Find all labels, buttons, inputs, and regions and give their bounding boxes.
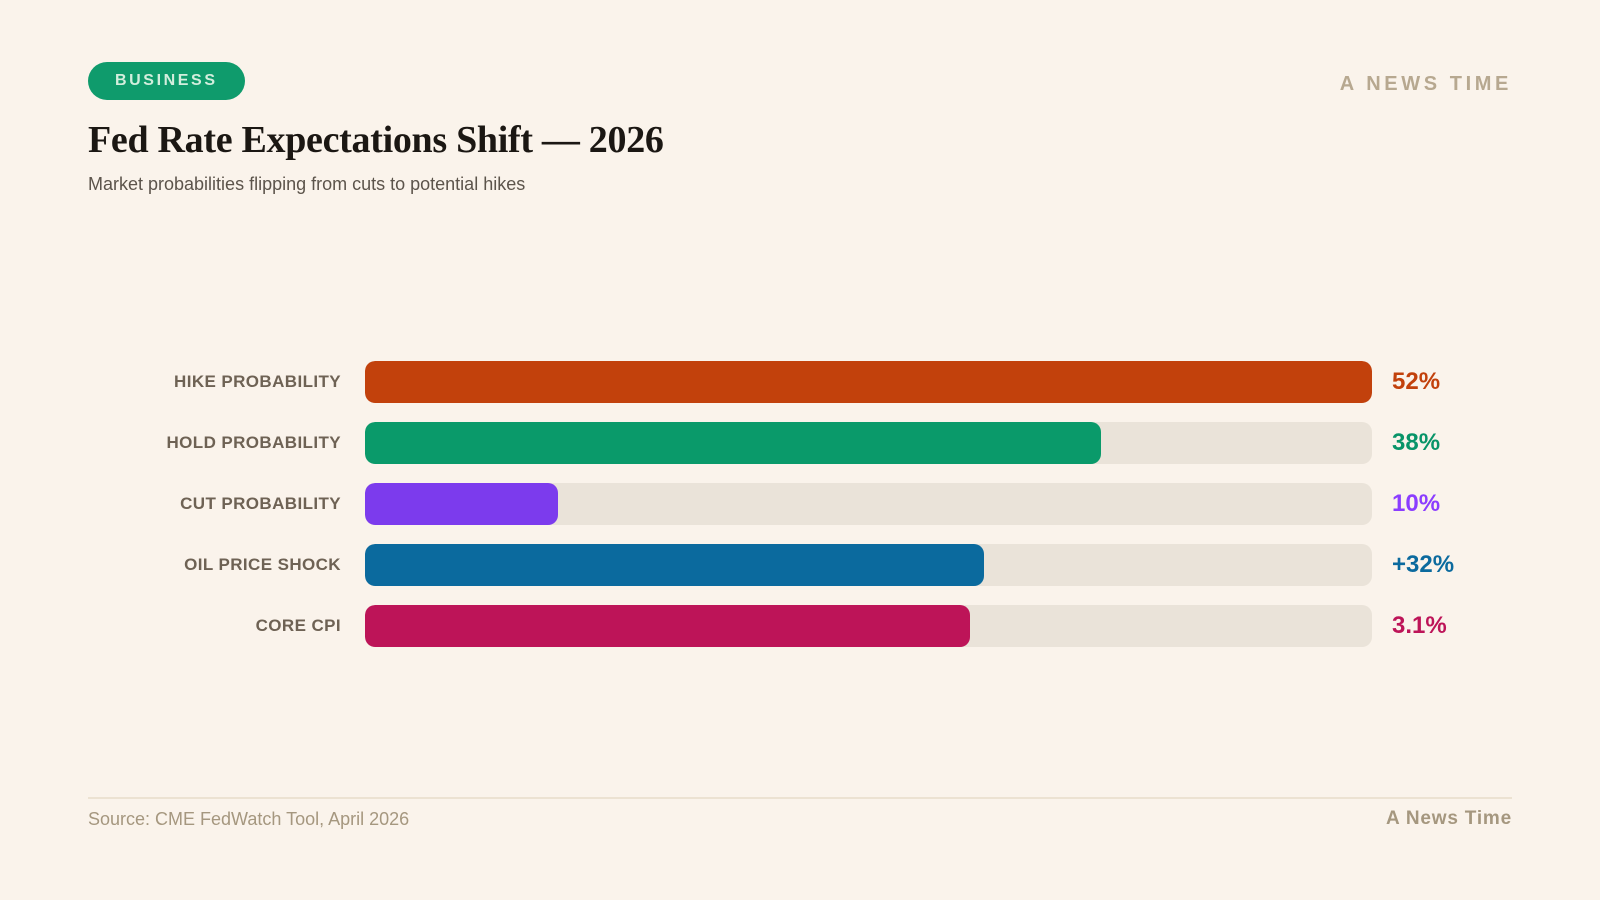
bar-value: 52% (1392, 368, 1441, 395)
bar-fill (365, 605, 971, 647)
bar-fill (365, 483, 559, 525)
bar-label: CUT PROBABILITY (180, 494, 341, 513)
source-attribution: Source: CME FedWatch Tool, April 2026 (88, 809, 410, 829)
bar-row: HOLD PROBABILITY 38% (88, 422, 1512, 464)
bar-value: 38% (1392, 429, 1441, 456)
publisher-brand-top: A NEWS TIME (1339, 73, 1512, 95)
footer-divider (88, 797, 1512, 799)
bar-track (365, 422, 1372, 464)
bar-value: +32% (1392, 551, 1455, 578)
bar-fill (365, 361, 1372, 403)
bar-chart: HIKE PROBABILITY 52% HOLD PROBABILITY 38… (88, 361, 1512, 647)
bar-label: HIKE PROBABILITY (174, 372, 341, 391)
bar-track (365, 361, 1372, 403)
bar-row: OIL PRICE SHOCK +32% (88, 544, 1512, 586)
bar-track (365, 544, 1372, 586)
bar-label: HOLD PROBABILITY (166, 433, 341, 452)
bar-value: 3.1% (1392, 612, 1447, 639)
bar-row: HIKE PROBABILITY 52% (88, 361, 1512, 403)
category-badge: BUSINESS (88, 62, 245, 100)
bar-row: CUT PROBABILITY 10% (88, 483, 1512, 525)
page-subtitle: Market probabilities flipping from cuts … (88, 174, 526, 194)
bar-value: 10% (1392, 490, 1441, 517)
bar-fill (365, 422, 1102, 464)
bar-label: CORE CPI (255, 616, 341, 635)
bar-row: CORE CPI 3.1% (88, 605, 1512, 647)
bar-fill (365, 544, 985, 586)
page-title: Fed Rate Expectations Shift — 2026 (88, 119, 664, 161)
bar-label: OIL PRICE SHOCK (184, 555, 341, 574)
bar-track (365, 483, 1372, 525)
publisher-brand-bottom: A News Time (1385, 808, 1512, 829)
bar-track (365, 605, 1372, 647)
